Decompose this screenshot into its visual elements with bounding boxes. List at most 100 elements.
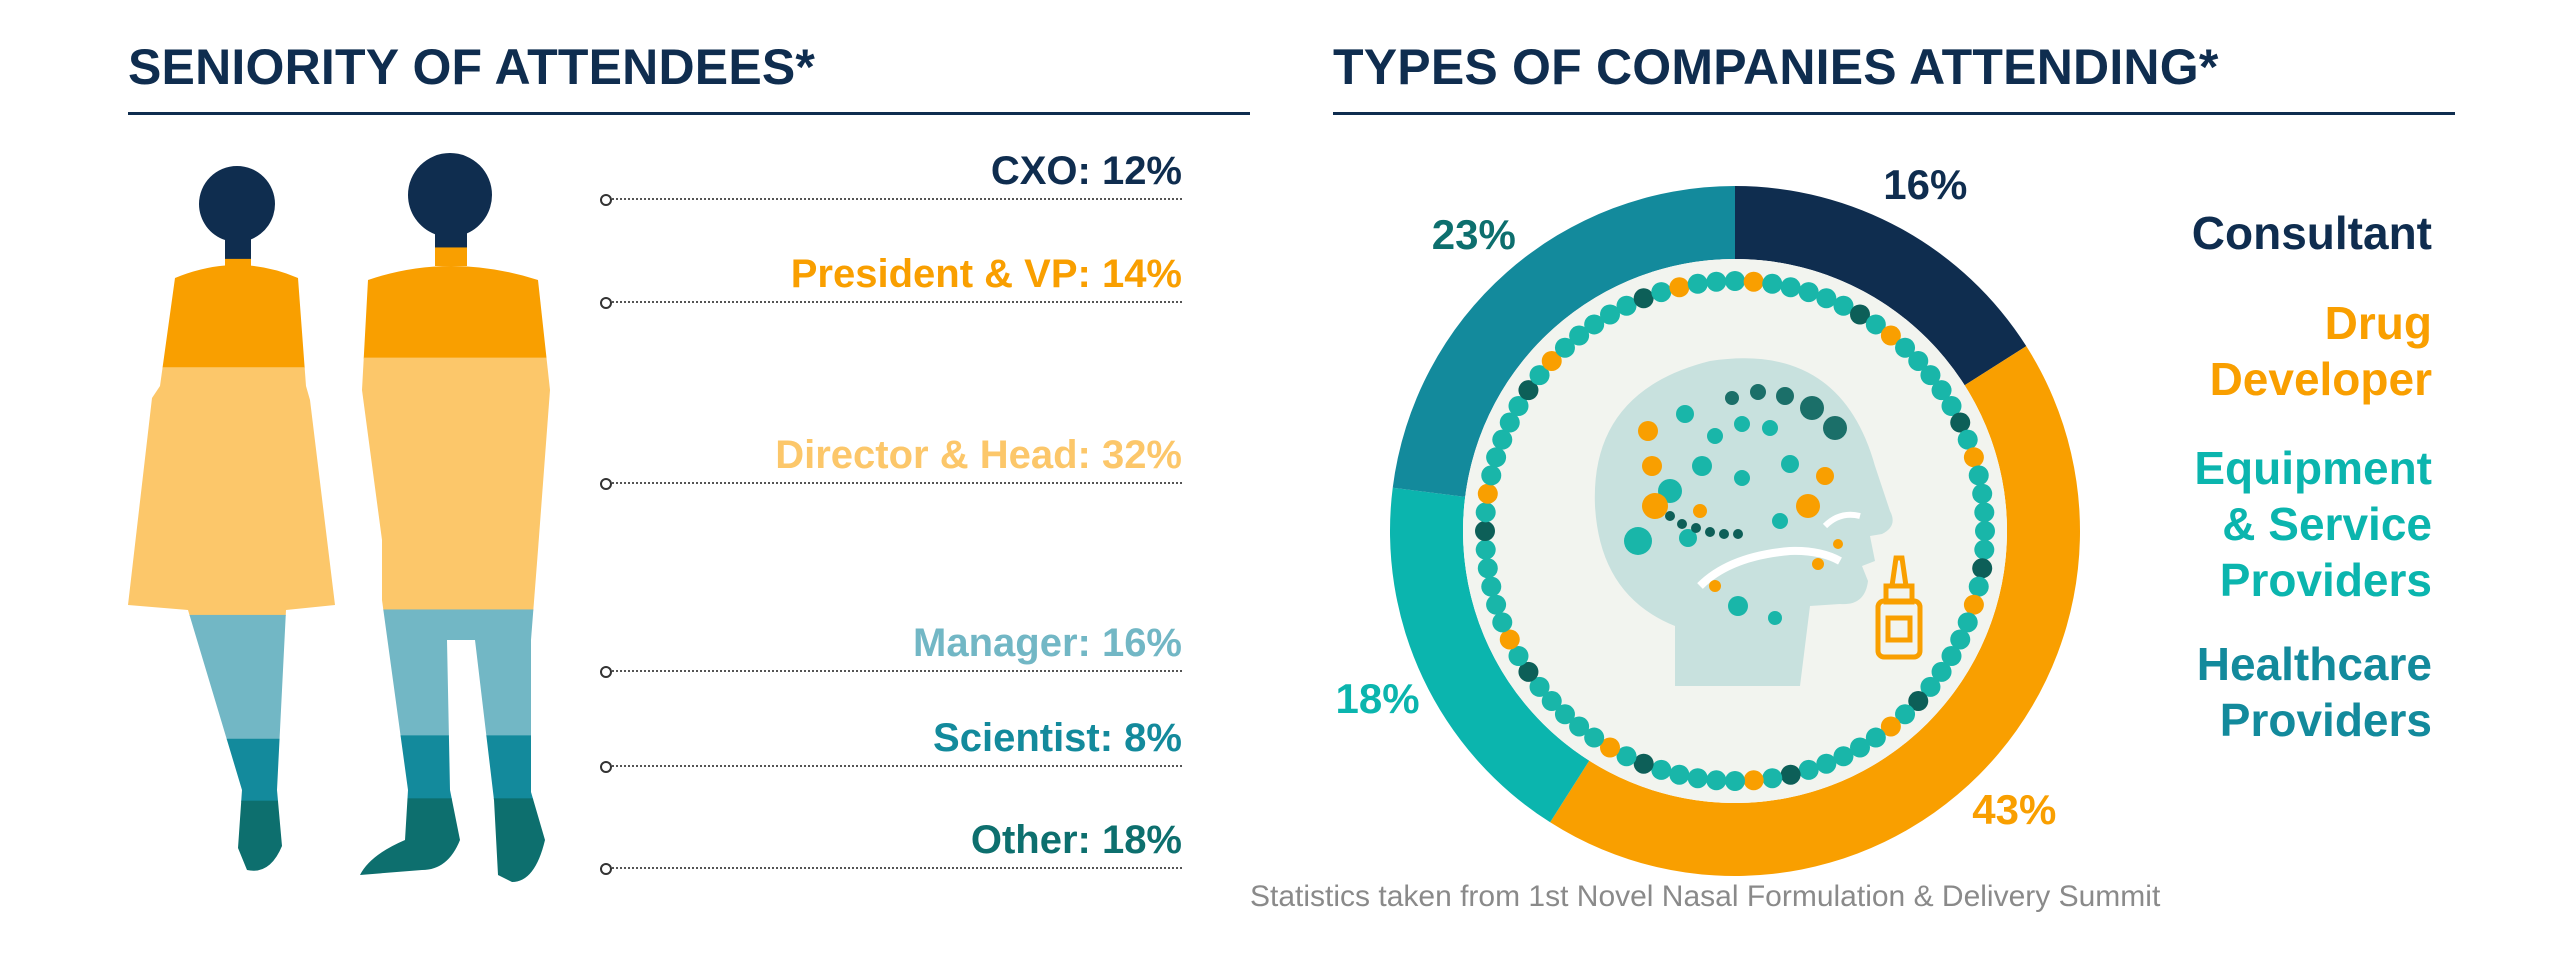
leader-dot xyxy=(600,760,612,773)
bead-ring xyxy=(1475,271,1995,791)
bead xyxy=(1499,412,1520,433)
bead xyxy=(1492,612,1513,633)
bead xyxy=(1669,764,1690,785)
bead xyxy=(1486,594,1507,615)
bead xyxy=(1477,483,1498,504)
bead xyxy=(1957,429,1978,450)
bead xyxy=(1651,282,1672,303)
leader-line xyxy=(612,300,1182,303)
seniority-level-row: Other: 18% xyxy=(600,799,1182,876)
bead xyxy=(1554,704,1575,725)
bead xyxy=(1798,759,1819,780)
bead xyxy=(1850,304,1870,325)
man-band-other xyxy=(360,798,550,882)
bead xyxy=(1833,746,1854,767)
company-types-title: TYPES OF COMPANIES ATTENDING* xyxy=(1333,39,2219,95)
seniority-level-label: CXO: 12% xyxy=(990,149,1182,194)
seniority-level-row: CXO: 12% xyxy=(600,130,1182,207)
donut-slice-drug-developer xyxy=(1550,346,2080,876)
man-band-manager xyxy=(360,609,550,737)
man-band-director-head xyxy=(360,357,550,611)
seniority-level-row: President & VP: 14% xyxy=(600,233,1182,309)
leader-dot xyxy=(600,296,612,309)
bead xyxy=(1908,350,1929,371)
bead xyxy=(1941,646,1962,666)
bead xyxy=(1633,288,1654,309)
bead xyxy=(1651,759,1672,780)
bead xyxy=(1600,304,1620,325)
company-types-donut-chart xyxy=(1390,186,2080,876)
bead xyxy=(1950,412,1971,433)
bead xyxy=(1816,288,1837,309)
bead xyxy=(1920,676,1941,697)
bead xyxy=(1798,282,1819,303)
leader-line xyxy=(612,481,1182,484)
bead xyxy=(1920,365,1941,386)
bead xyxy=(1518,380,1539,401)
woman-band-director-head xyxy=(128,367,335,616)
bead xyxy=(1616,746,1637,767)
bead xyxy=(1600,737,1620,758)
seniority-level-row: Director & Head: 32% xyxy=(600,414,1182,490)
donut-percentage-label: 43% xyxy=(1972,786,2057,834)
bead xyxy=(1931,661,1952,682)
bead xyxy=(1725,271,1745,291)
bead xyxy=(1743,271,1764,292)
bead xyxy=(1957,612,1978,633)
seniority-level-row: Manager: 16% xyxy=(600,602,1182,679)
bead xyxy=(1972,483,1993,504)
bead xyxy=(1541,691,1562,712)
bead xyxy=(1687,768,1708,789)
bead xyxy=(1518,661,1539,682)
bead xyxy=(1816,753,1837,774)
leader-line xyxy=(612,670,1182,673)
bead xyxy=(1974,502,1995,523)
head-profile-shape xyxy=(1594,358,1893,686)
donut-percentage-label: 16% xyxy=(1883,160,1968,208)
nasal-head-illustration xyxy=(1463,259,2007,803)
seniority-level-row: Scientist: 8% xyxy=(600,697,1182,773)
bead xyxy=(1486,447,1507,468)
leader-dot xyxy=(600,666,612,679)
donut-slice-healthcare-providers xyxy=(1392,186,1735,497)
bead xyxy=(1968,465,1989,486)
bead xyxy=(1706,271,1727,292)
donut-percentage-label: 18% xyxy=(1335,675,1420,723)
bead xyxy=(1972,558,1993,579)
bead xyxy=(1492,429,1513,450)
donut-slice-consultant xyxy=(1735,186,2027,386)
bead xyxy=(1762,273,1783,294)
bead xyxy=(1477,558,1498,579)
bead xyxy=(1968,576,1989,597)
legend-item-drug-developer: Drug Developer xyxy=(2209,297,2432,405)
bead xyxy=(1499,629,1520,650)
bead xyxy=(1941,396,1962,416)
leader-line xyxy=(612,867,1182,870)
bead xyxy=(1529,676,1550,697)
bead xyxy=(1508,646,1529,666)
woman-band-other xyxy=(128,800,335,871)
seniority-title-rule xyxy=(128,112,1250,115)
bead xyxy=(1554,337,1575,358)
bead xyxy=(1950,629,1971,650)
seniority-title: SENIORITY OF ATTENDEES* xyxy=(128,39,816,95)
legend-item-equipment-service-providers: Equipment & Service Providers xyxy=(2194,442,2432,606)
bead xyxy=(1780,277,1801,298)
bead xyxy=(1584,727,1605,748)
bead xyxy=(1963,594,1984,615)
man-band-cxo xyxy=(360,153,550,249)
bead xyxy=(1508,396,1529,416)
leader-dot xyxy=(600,194,612,207)
bead xyxy=(1865,314,1886,335)
attendee-silhouettes xyxy=(128,153,550,882)
legend-item-healthcare-providers: Healthcare Providers xyxy=(2196,638,2432,746)
bead xyxy=(1706,770,1727,791)
donut-slice-equipment-service-providers xyxy=(1390,487,1590,823)
bead xyxy=(1780,764,1801,785)
bead xyxy=(1880,716,1901,737)
bead xyxy=(1865,727,1886,748)
bead xyxy=(1616,295,1637,316)
leader-dot xyxy=(600,863,612,876)
woman-band-cxo xyxy=(128,166,335,260)
seniority-level-label: President & VP: 14% xyxy=(790,251,1182,296)
